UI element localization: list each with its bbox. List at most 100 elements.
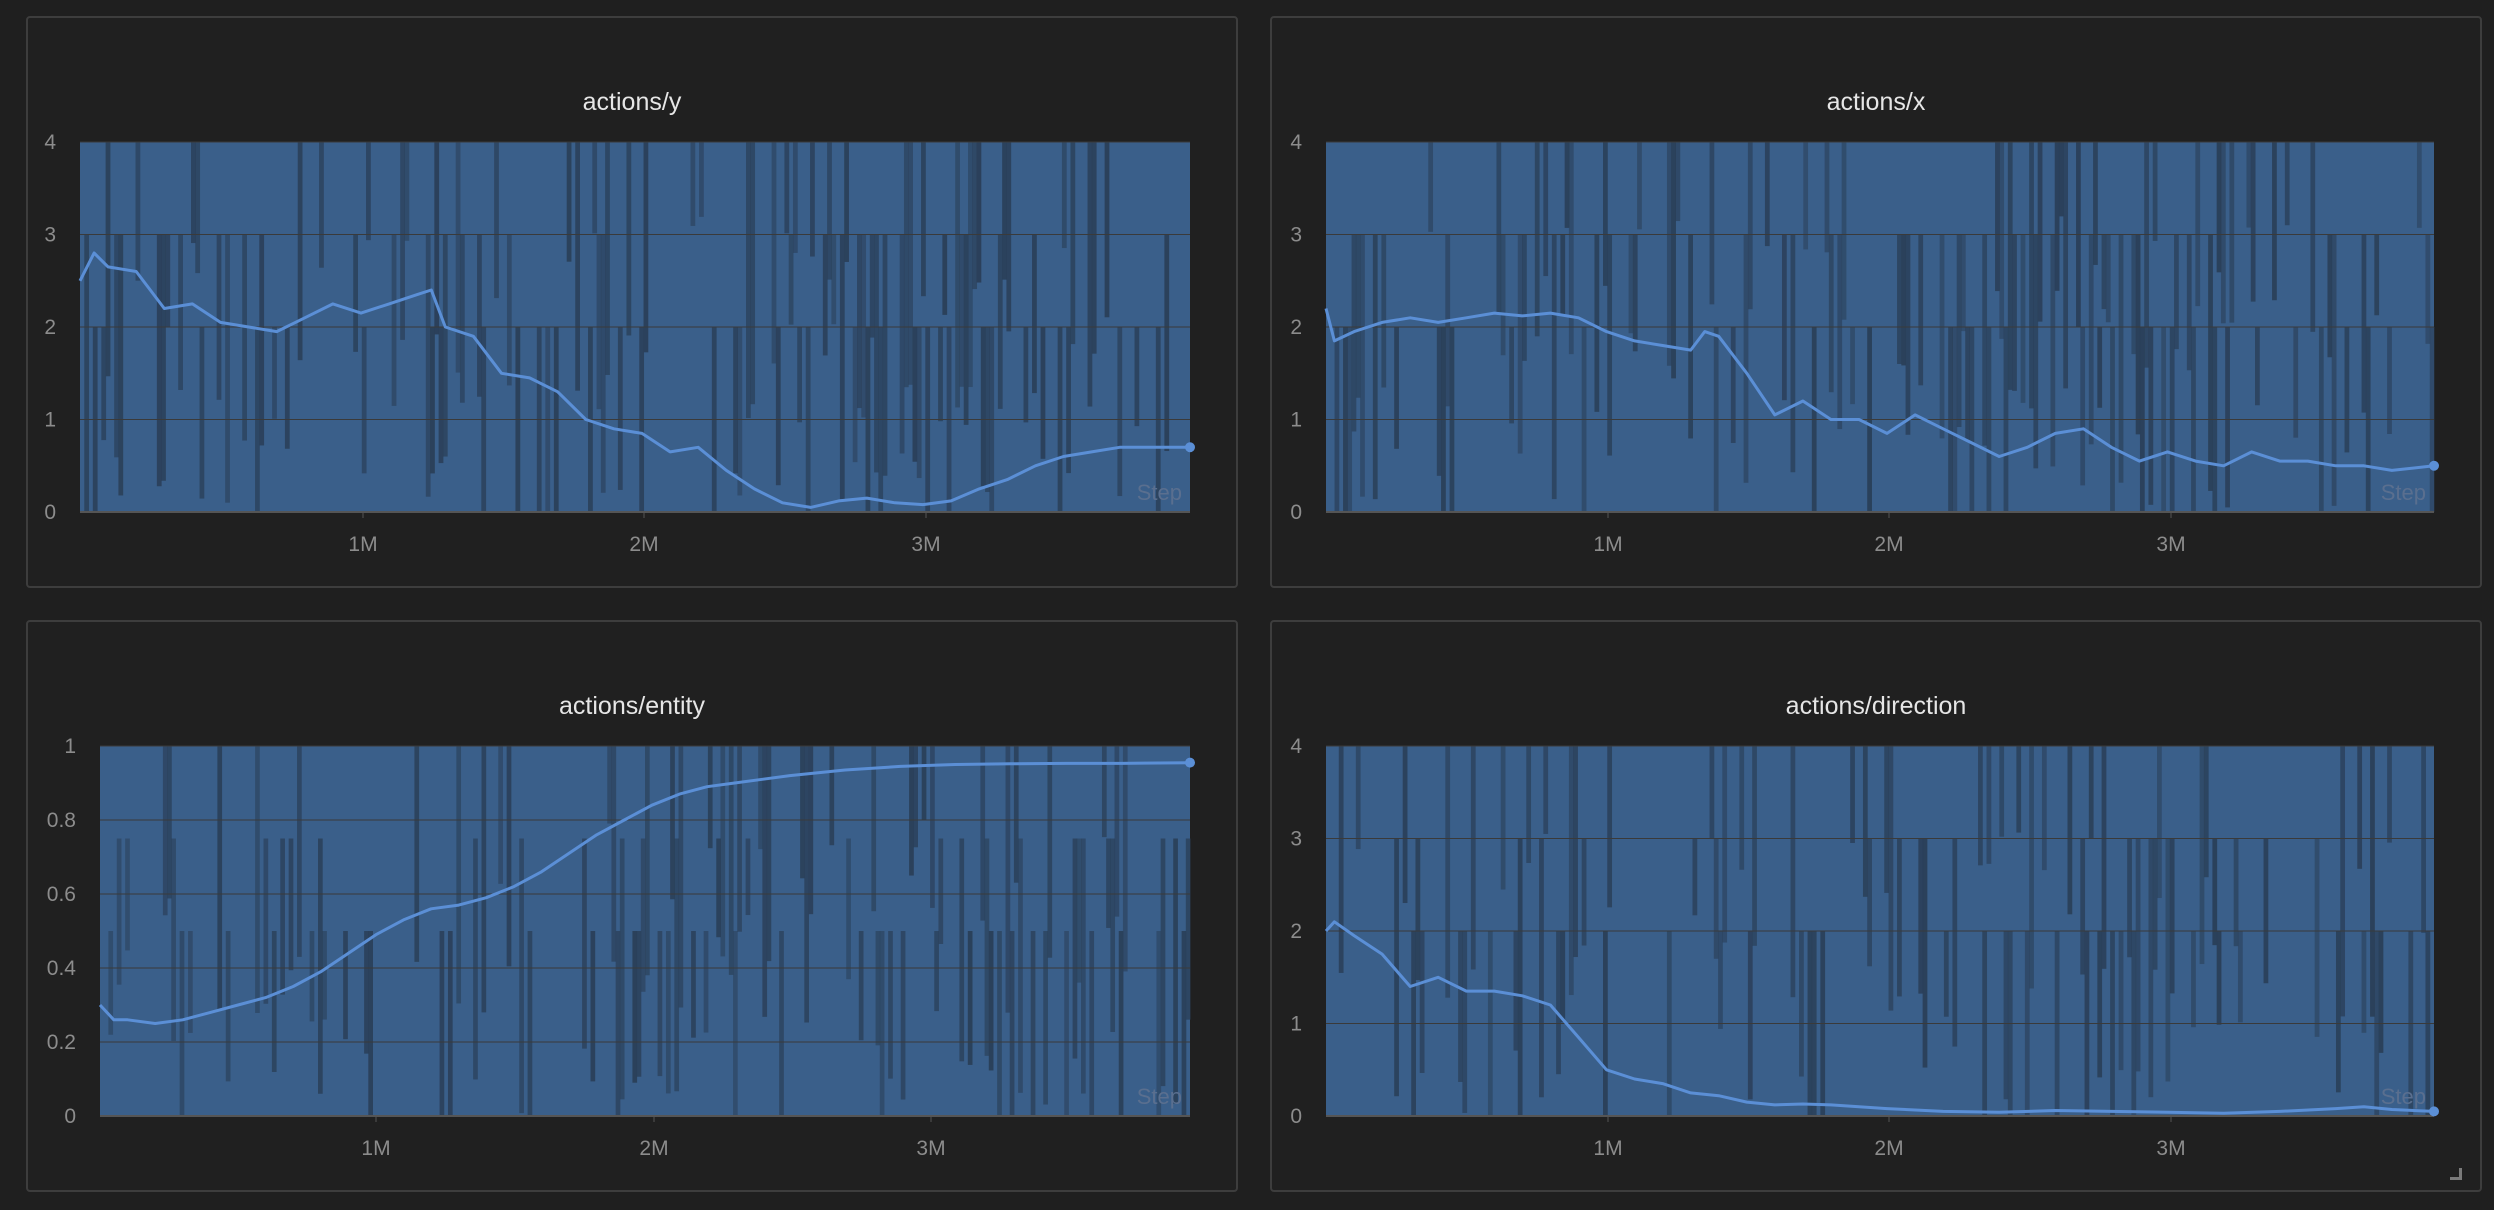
band-segment [2131,931,2137,1115]
band-segment [1013,746,1019,883]
band-segment [1995,142,2000,292]
band-segment [1543,142,1549,277]
resize-handle-icon[interactable] [2450,1168,2462,1180]
band-segment [909,746,914,876]
band-segment [1064,931,1069,1116]
x-axis-label: Step [2381,480,2426,505]
x-tick-label: 1M [348,533,377,556]
x-tick-label: 3M [2156,1137,2185,1160]
y-tick-label: 2 [44,316,56,339]
band-segment [2093,142,2098,265]
band-segment [882,234,888,476]
band-segment [161,234,166,481]
y-tick-label: 1 [44,409,56,432]
band-segment [875,931,881,1046]
band-segment [1089,931,1095,1116]
band-segment [615,931,621,1116]
band-segment [135,142,141,281]
band-segment [797,327,802,423]
band-segment [2195,142,2201,307]
band-segment [1101,746,1107,838]
band-segment [916,327,922,479]
band-segment [434,142,440,335]
band-segment [665,931,671,1094]
band-segment [1551,234,1557,500]
band-segment [1355,746,1361,850]
band-segment [1173,838,1178,1104]
band-segment [822,234,828,356]
band-segment [1018,838,1023,1093]
band-segment [1978,746,1983,866]
band-segment [2037,142,2043,322]
band-segment [2067,746,2073,915]
series-line [1324,920,2435,1115]
band-segment [1087,142,1093,407]
band-segment [2016,746,2022,833]
band-segment [1982,234,1988,446]
band-segment [1607,234,1613,456]
band-segment [1560,931,1566,1023]
band-segment [2208,234,2213,491]
band-segment [2425,234,2431,344]
band-segment [2361,234,2367,413]
band-segment [2225,327,2230,508]
band-segment [2080,327,2086,486]
band-segment [852,327,858,463]
series-endpoint [2429,460,2439,471]
x-tick-label: 2M [1874,533,1903,556]
band-segment [1381,234,1387,388]
band-segment [322,931,327,1020]
band-segment [810,142,815,257]
band-segment [1952,838,1958,1047]
band-segment [703,931,709,1033]
band-segment [1164,234,1170,452]
band-segment [259,234,265,446]
y-tick-label: 2 [1290,920,1302,943]
band-segment [1436,327,1442,476]
band-segment [1394,327,1399,449]
band-segment [361,327,367,474]
band-segment [1671,142,1676,379]
band-segment [1081,838,1086,1094]
band-segment [1445,746,1451,998]
band-segment [857,234,862,409]
band-segment [319,142,324,268]
band-segment [1803,142,1809,250]
band-segment [2105,234,2111,323]
band-segment [2148,327,2154,505]
band-segment [1799,931,1804,1077]
band-segment [271,931,277,1072]
band-segment [156,234,162,487]
band-segment [1114,746,1120,917]
band-segment [1118,931,1124,1116]
band-segment [972,142,978,290]
band-segment [225,234,230,503]
band-segment [733,931,738,1116]
band-segment [1160,838,1166,1087]
band-segment [766,746,772,962]
band-segment [582,838,587,1049]
band-segment [976,142,982,283]
band-segment [831,234,837,325]
series-line [98,761,1191,1025]
band-segment [1841,142,1847,320]
band-segment [596,234,602,410]
band-segment [519,838,524,1114]
band-segment [888,931,893,1079]
band-segment [1781,234,1787,401]
band-segment [1419,931,1425,1073]
y-tick-label: 0 [44,501,56,524]
band-segment [1568,746,1574,996]
band-segment [2135,234,2141,435]
band-segment [255,746,260,1013]
series-line [78,251,1190,509]
band-segment [959,838,965,1062]
band-segment [1581,838,1587,946]
band-segment [2152,838,2158,970]
series-endpoint [1185,442,1195,453]
band-segment [2033,234,2039,469]
band-segment [846,838,851,980]
band-segment [2293,327,2299,438]
band-segment [368,931,373,1116]
band-segment [1943,931,1949,1017]
